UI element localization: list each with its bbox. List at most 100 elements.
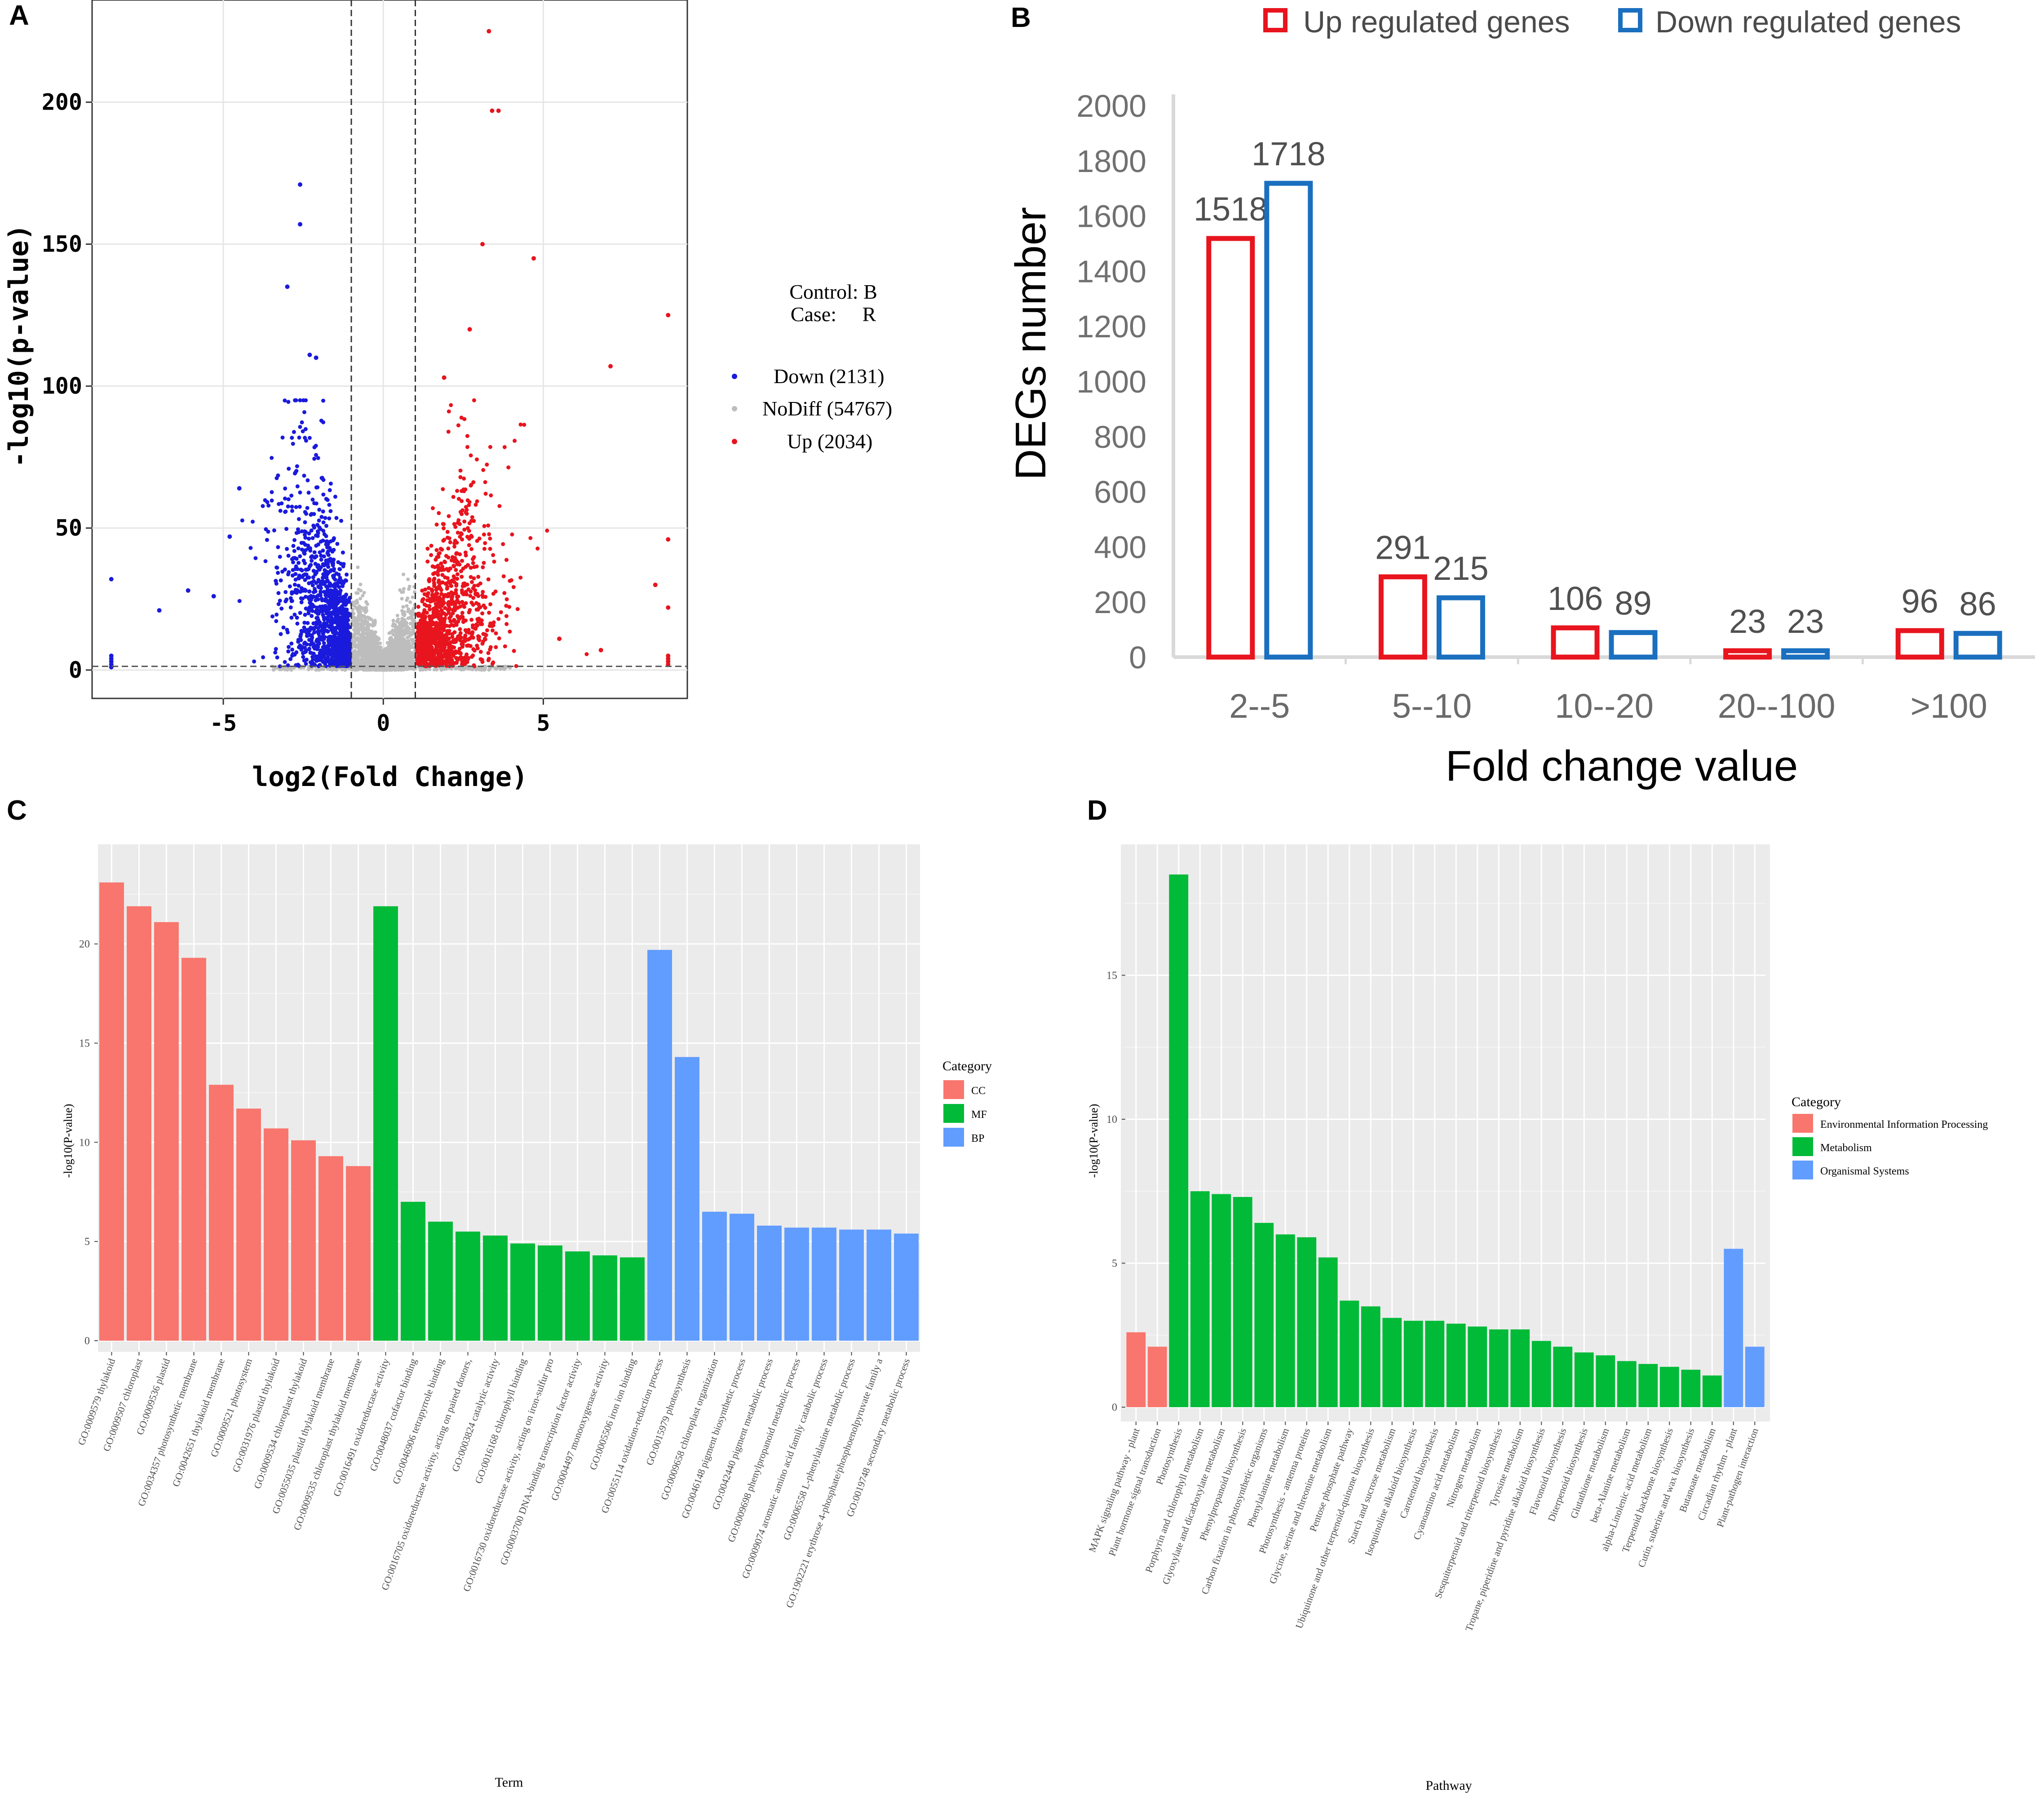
panel-a-down-point <box>279 632 283 636</box>
panel-a-down-point <box>338 578 343 582</box>
panel-a-up-point <box>528 536 533 540</box>
panel-a-up-point <box>446 429 451 434</box>
panel-a-down-point <box>290 590 294 595</box>
panel-a-nodiff-point <box>363 645 367 649</box>
panel-a-nodiff-point <box>357 654 360 658</box>
panel-a-up-point <box>462 656 466 660</box>
panel-a-up-point <box>465 644 469 648</box>
panel-a-down-point <box>323 596 328 601</box>
panel-a-down-point <box>295 621 300 626</box>
panel-a-up-point <box>496 617 501 621</box>
panel-a-up-point <box>432 583 437 587</box>
panel-a-down-point <box>311 626 315 631</box>
panel-a-down-point <box>307 597 311 601</box>
panel-a-up-point <box>431 578 436 583</box>
panel-a-nodiff-point <box>376 647 380 651</box>
panel-a-down-point <box>283 486 288 491</box>
panel-a-down-point <box>318 635 322 639</box>
panel-a-up-point <box>518 575 523 580</box>
panel-a-nodiff-point <box>388 667 392 671</box>
panel-a-down-point <box>316 593 320 598</box>
panel-a-nodiff-point <box>377 637 381 641</box>
panel-a-down-point <box>336 590 340 595</box>
panel-a-down-point <box>339 519 343 523</box>
panel-a-nodiff-point <box>352 612 356 615</box>
panel-a-up-point <box>425 594 429 598</box>
panel-a-up-point <box>472 576 476 581</box>
panel-a-down-point <box>341 609 345 614</box>
panel-a-down-point <box>316 456 320 460</box>
panel-a-up-point <box>419 621 423 626</box>
panel-a-nodiff-point <box>397 632 401 636</box>
panel-a-down-point <box>288 584 292 589</box>
panel-a-up-point <box>450 594 455 599</box>
panel-a-up-point <box>455 577 460 581</box>
panel-a-up-point <box>444 581 449 586</box>
panel-a-nodiff-point <box>381 668 385 672</box>
panel-a-nodiff-point <box>365 602 369 606</box>
panel-a-down-point <box>301 655 305 659</box>
panel-a-down-point <box>317 508 322 512</box>
panel-a-up-point <box>483 480 487 484</box>
panel-a-up-point <box>460 574 464 579</box>
panel-a-nodiff-point <box>407 630 411 634</box>
panel-a-down-point <box>307 638 311 642</box>
panel-a-up-point <box>469 644 473 648</box>
panel-a-up-point <box>480 641 485 646</box>
panel-a-down-point <box>335 614 339 618</box>
panel-a-up-point <box>471 653 475 658</box>
panel-a-down-point <box>345 607 349 612</box>
panel-a-down-point <box>307 646 311 651</box>
panel-a-down-point <box>297 435 301 440</box>
panel-a-nodiff-point <box>404 639 408 643</box>
panel-a-up-point <box>478 622 483 626</box>
panel-a-up-point <box>483 605 487 610</box>
panel-a-up-point <box>431 659 436 664</box>
panel-a-down-point <box>316 597 320 601</box>
panel-a-nodiff-point <box>402 621 406 625</box>
panel-a-down-point <box>303 520 307 525</box>
panel-a-down-point <box>341 562 346 566</box>
panel-a-up-point <box>455 540 459 545</box>
panel-a-up-point <box>483 541 487 545</box>
panel-a-down-point <box>307 536 311 541</box>
panel-a-up-point <box>457 647 462 651</box>
panel-a-nodiff-point <box>404 664 408 668</box>
panel-a-up-point <box>476 583 480 587</box>
panel-a-down-point <box>321 398 325 403</box>
panel-a-up-point <box>458 631 463 636</box>
panel-a-nodiff-point <box>398 649 402 653</box>
panel-a-nodiff-point <box>410 613 414 617</box>
panel-a-up-point <box>438 600 442 604</box>
panel-a-down-point <box>336 581 340 586</box>
panel-a-up-point <box>442 593 446 597</box>
panel-a-nodiff-point <box>394 654 398 658</box>
panel-a-down-point <box>322 554 326 559</box>
panel-a-down-point <box>328 509 333 513</box>
panel-a-up-point <box>467 543 471 547</box>
panel-a-up-point <box>459 415 464 420</box>
panel-a-nodiff-point <box>314 668 318 672</box>
panel-a-down-point <box>341 622 346 626</box>
panel-a-nodiff-point <box>400 656 404 660</box>
panel-a-up-point <box>417 625 421 629</box>
panel-a-down-point <box>317 518 321 523</box>
panel-a-down-point <box>290 504 294 509</box>
panel-a-down-point <box>338 596 343 600</box>
panel-a-up-point <box>460 499 464 503</box>
panel-a-nodiff-point <box>357 587 361 592</box>
panel-a-up-point <box>444 613 448 617</box>
panel-a-down-point <box>285 630 290 635</box>
panel-a-up-point <box>483 595 488 599</box>
panel-a-up-point <box>491 592 496 596</box>
panel-a-nodiff-point <box>351 615 355 619</box>
panel-a-nodiff-point <box>389 637 394 641</box>
panel-a-down-point <box>294 505 298 509</box>
panel-a-nodiff-point <box>368 660 372 664</box>
panel-a-down-point <box>305 567 310 572</box>
panel-a-down-point <box>298 643 302 648</box>
panel-a-nodiff-point <box>398 624 402 628</box>
panel-a-nodiff-point <box>355 599 359 602</box>
panel-a-up-point <box>452 618 456 623</box>
panel-a-up-point <box>451 640 456 645</box>
